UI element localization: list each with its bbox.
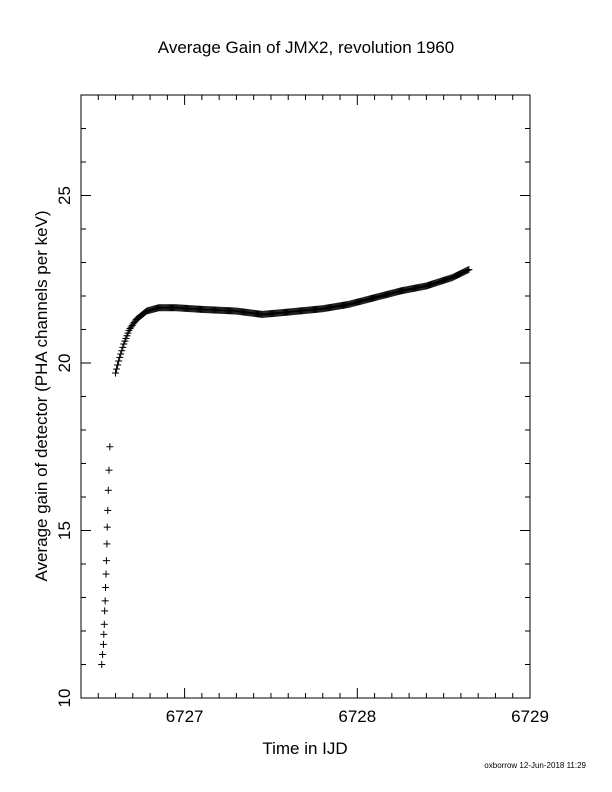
axis-ticks [80, 94, 531, 699]
x-tick-label: 6728 [338, 707, 376, 726]
data-point [101, 607, 109, 615]
data-point [117, 350, 125, 358]
data-point [102, 557, 110, 565]
y-tick-label: 15 [55, 521, 74, 540]
data-point [106, 443, 114, 451]
data-point [102, 570, 110, 578]
data-point [464, 266, 472, 274]
x-tick-label: 6729 [511, 707, 549, 726]
data-point [101, 597, 109, 605]
data-point [99, 650, 107, 658]
data-point [99, 640, 107, 648]
y-axis-title: Average gain of detector (PHA channels p… [32, 210, 51, 581]
x-tick-label: 6727 [166, 707, 204, 726]
data-point [105, 466, 113, 474]
data-point [102, 583, 110, 591]
data-point [100, 620, 108, 628]
y-tick-labels: 10 15 20 25 [55, 186, 74, 707]
y-tick-label: 20 [55, 354, 74, 373]
x-axis-title: Time in IJD [262, 739, 347, 758]
data-point [112, 369, 120, 377]
data-point [120, 340, 128, 348]
chart-title: Average Gain of JMX2, revolution 1960 [158, 38, 454, 57]
data-point [100, 630, 108, 638]
y-tick-label: 25 [55, 186, 74, 205]
data-point [104, 506, 112, 514]
data-point [114, 361, 122, 369]
x-tick-labels: 6727 6728 6729 [166, 707, 549, 726]
data-point [118, 347, 126, 355]
data-points [98, 266, 473, 668]
data-point [119, 343, 127, 351]
y-tick-label: 10 [55, 689, 74, 708]
data-point [103, 540, 111, 548]
data-point [113, 365, 121, 373]
data-point [103, 523, 111, 531]
data-point [115, 357, 123, 365]
data-point [116, 353, 124, 361]
data-point [465, 266, 473, 274]
footer-credit: oxborrow 12-Jun-2018 11:29 [484, 761, 586, 770]
plot-frame [80, 94, 531, 699]
data-point [98, 661, 106, 668]
data-point [104, 486, 112, 494]
